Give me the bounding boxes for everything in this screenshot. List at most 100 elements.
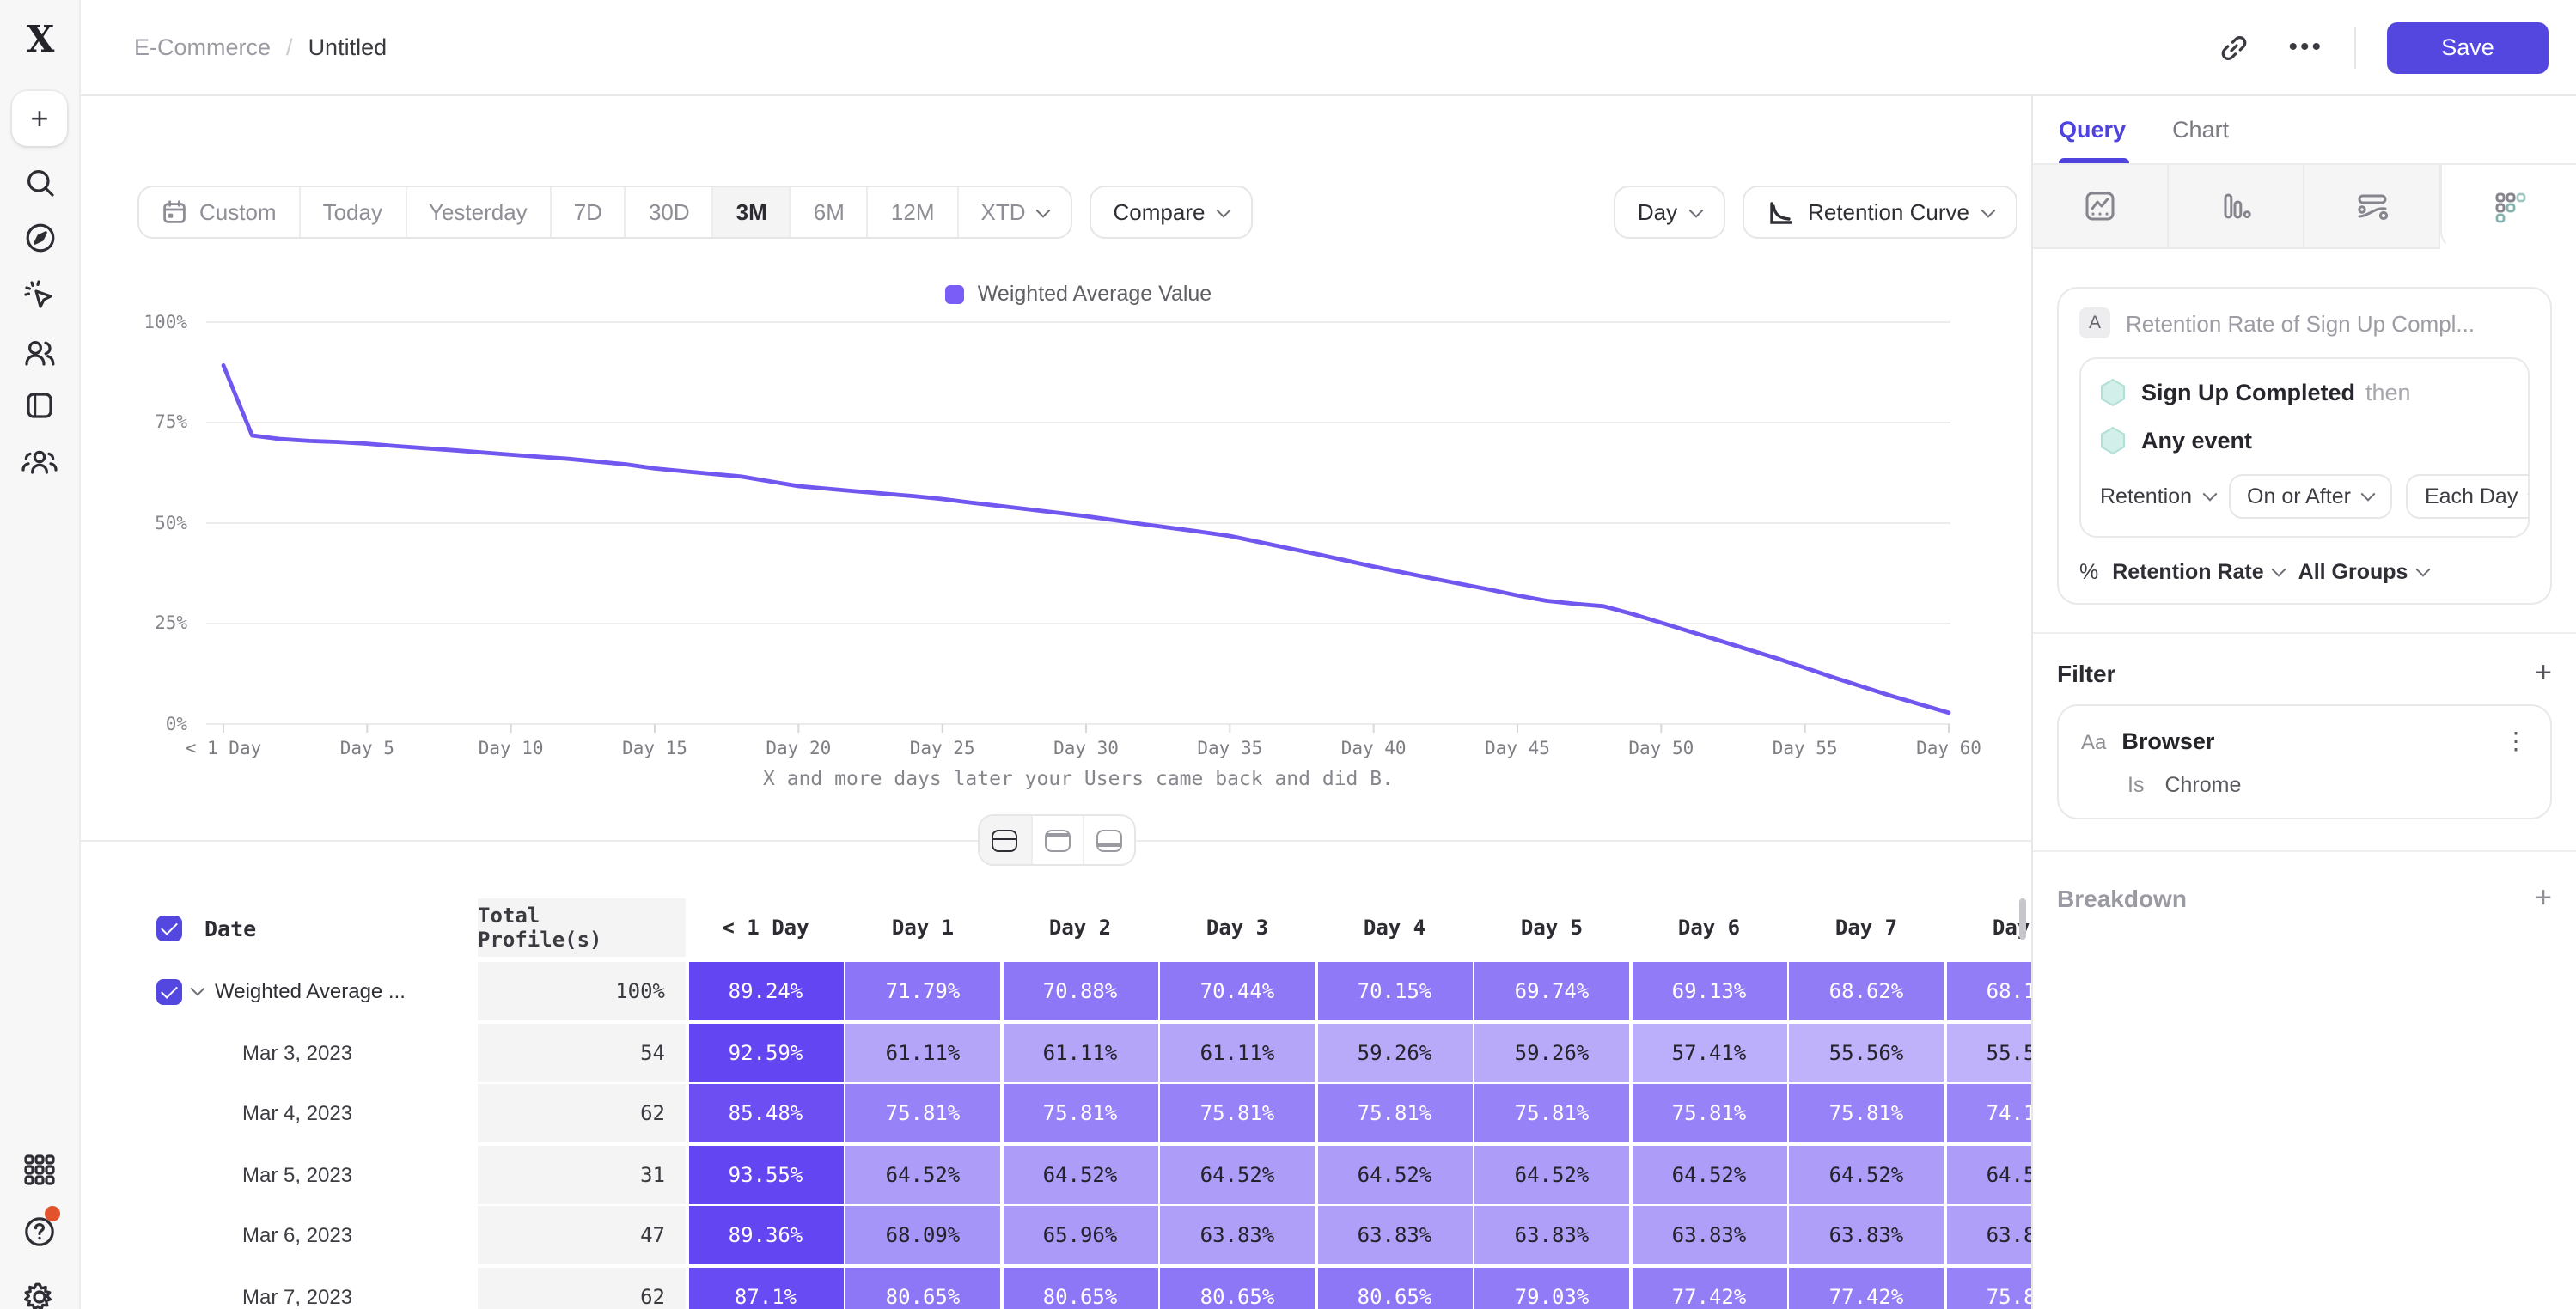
users-icon[interactable]	[10, 323, 69, 381]
retention-cell[interactable]: 59.26%	[1474, 1023, 1629, 1081]
tab-query[interactable]: Query	[2059, 96, 2130, 163]
range-7d[interactable]: 7D	[549, 187, 625, 237]
column-header-day[interactable]: Day 2	[1048, 916, 1112, 940]
retention-cell[interactable]: 93.55%	[688, 1145, 843, 1203]
second-event-name[interactable]: Any event	[2141, 428, 2253, 454]
column-header-day[interactable]: Day 6	[1677, 916, 1741, 940]
layout-chart-button[interactable]	[1030, 816, 1082, 864]
chart-type-bars[interactable]	[2169, 165, 2304, 249]
retention-cell[interactable]: 87.1%	[688, 1267, 843, 1309]
retention-cell[interactable]: 64.52%	[1474, 1145, 1629, 1203]
view-type-dropdown[interactable]: Retention Curve	[1743, 186, 2017, 239]
range-yesterday[interactable]: Yesterday	[405, 187, 550, 237]
range-12m[interactable]: 12M	[866, 187, 957, 237]
expand-row-icon[interactable]	[190, 981, 205, 996]
retention-cell[interactable]: 57.41%	[1632, 1023, 1786, 1081]
column-header-date[interactable]: Date	[204, 915, 257, 941]
retention-curve-line[interactable]	[221, 363, 1951, 715]
retention-cell[interactable]: 89.36%	[688, 1206, 843, 1264]
retention-cell[interactable]: 63.83%	[1474, 1206, 1629, 1264]
breadcrumb-parent[interactable]: E-Commerce	[134, 34, 272, 60]
retention-cell[interactable]: 64.52%	[1003, 1145, 1157, 1203]
row-checkbox[interactable]	[156, 978, 182, 1004]
retention-cell[interactable]: 68.09%	[845, 1206, 1000, 1264]
retention-cell[interactable]: 77.42%	[1789, 1267, 1944, 1309]
explore-compass-icon[interactable]	[10, 208, 69, 266]
share-link-icon[interactable]	[2209, 23, 2257, 71]
retention-cell[interactable]: 69.74%	[1474, 962, 1629, 1020]
filter-menu-icon[interactable]: ⋮	[2504, 727, 2528, 754]
retention-cell[interactable]: 61.11%	[1160, 1023, 1315, 1081]
chart-legend[interactable]: Weighted Average Value	[206, 282, 1950, 306]
filter-operator[interactable]: Is	[2127, 773, 2145, 797]
retention-cell[interactable]: 75.81%	[1003, 1084, 1157, 1142]
retention-cell[interactable]: 59.26%	[1317, 1023, 1472, 1081]
retention-cell[interactable]: 75.81%	[1160, 1084, 1315, 1142]
retention-cell[interactable]: 70.88%	[1003, 962, 1157, 1020]
retention-cell[interactable]: 55.56%	[1789, 1023, 1944, 1081]
retention-cell[interactable]: 61.11%	[1003, 1023, 1157, 1081]
retention-cell[interactable]: 64.52%	[1946, 1145, 2031, 1203]
search-icon[interactable]	[10, 153, 69, 211]
range-xtd[interactable]: XTD	[956, 187, 1071, 237]
column-header-total[interactable]: Total Profile(s)	[478, 898, 686, 957]
retention-cell[interactable]: 75.81%	[1632, 1084, 1786, 1142]
app-logo[interactable]: X	[26, 17, 55, 60]
first-event-name[interactable]: Sign Up Completed	[2141, 380, 2355, 405]
breadcrumb-current[interactable]: Untitled	[308, 34, 388, 60]
retention-cell[interactable]: 77.42%	[1632, 1267, 1786, 1309]
add-filter-button[interactable]: +	[2535, 656, 2552, 689]
retention-cell[interactable]: 75.81%	[1317, 1084, 1472, 1142]
retention-cell[interactable]: 89.24%	[688, 962, 843, 1020]
retention-cell[interactable]: 70.44%	[1160, 962, 1315, 1020]
retention-cell[interactable]: 61.11%	[845, 1023, 1000, 1081]
layout-table-button[interactable]	[1082, 816, 1133, 864]
column-header-day[interactable]: Day 1	[891, 916, 955, 940]
retention-cell[interactable]: 63.83%	[1317, 1206, 1472, 1264]
retention-cell[interactable]: 63.83%	[1946, 1206, 2031, 1264]
retention-cell[interactable]: 75.81%	[845, 1084, 1000, 1142]
retention-dropdown[interactable]: Retention	[2100, 484, 2217, 508]
retention-cell[interactable]: 64.52%	[1160, 1145, 1315, 1203]
retention-cell[interactable]: 92.59%	[688, 1023, 843, 1081]
save-button[interactable]: Save	[2387, 21, 2549, 73]
retention-cell[interactable]: 64.52%	[845, 1145, 1000, 1203]
retention-cell[interactable]: 64.52%	[1632, 1145, 1786, 1203]
range-30d[interactable]: 30D	[624, 187, 712, 237]
range-3m[interactable]: 3M	[711, 187, 790, 237]
column-header-day[interactable]: Day 7	[1834, 916, 1898, 940]
groups-dropdown[interactable]: All Groups	[2298, 560, 2431, 584]
range-6m[interactable]: 6M	[789, 187, 867, 237]
chart-type-retention[interactable]	[2440, 165, 2576, 249]
table-scrollbar-thumb[interactable]	[2019, 898, 2026, 940]
actions-cursor-icon[interactable]	[10, 266, 69, 325]
retention-cell[interactable]: 80.65%	[1160, 1267, 1315, 1309]
column-header-day[interactable]: Day 5	[1520, 916, 1584, 940]
more-options-icon[interactable]: •••	[2288, 33, 2323, 62]
retention-cell[interactable]: 80.65%	[1317, 1267, 1472, 1309]
cohorts-icon[interactable]	[10, 431, 69, 490]
retention-cell[interactable]: 71.79%	[845, 962, 1000, 1020]
apps-grid-icon[interactable]	[10, 1141, 69, 1199]
column-header-day[interactable]: < 1 Day	[722, 916, 809, 940]
retention-cell[interactable]: 64.52%	[1789, 1145, 1944, 1203]
retention-cell[interactable]: 85.48%	[688, 1084, 843, 1142]
filter-property[interactable]: Browser	[2121, 728, 2215, 754]
retention-cell[interactable]: 63.83%	[1160, 1206, 1315, 1264]
select-all-checkbox[interactable]	[156, 915, 182, 941]
retention-cell[interactable]: 63.83%	[1632, 1206, 1786, 1264]
retention-cell[interactable]: 63.83%	[1789, 1206, 1944, 1264]
help-icon[interactable]	[10, 1202, 69, 1261]
chart-type-flows[interactable]	[2304, 165, 2440, 249]
granularity-dropdown[interactable]: Day	[1613, 186, 1726, 239]
on-or-after-dropdown[interactable]: On or After	[2228, 474, 2392, 519]
retention-cell[interactable]: 70.15%	[1317, 962, 1472, 1020]
column-header-day[interactable]: Day 4	[1363, 916, 1426, 940]
retention-cell[interactable]: 75.81%	[1946, 1267, 2031, 1309]
tab-chart[interactable]: Chart	[2172, 117, 2230, 143]
retention-cell[interactable]: 75.81%	[1789, 1084, 1944, 1142]
measure-dropdown[interactable]: Retention Rate	[2112, 560, 2287, 584]
retention-cell[interactable]: 64.52%	[1317, 1145, 1472, 1203]
notebook-icon[interactable]	[10, 376, 69, 435]
retention-cell[interactable]: 80.65%	[1003, 1267, 1157, 1309]
